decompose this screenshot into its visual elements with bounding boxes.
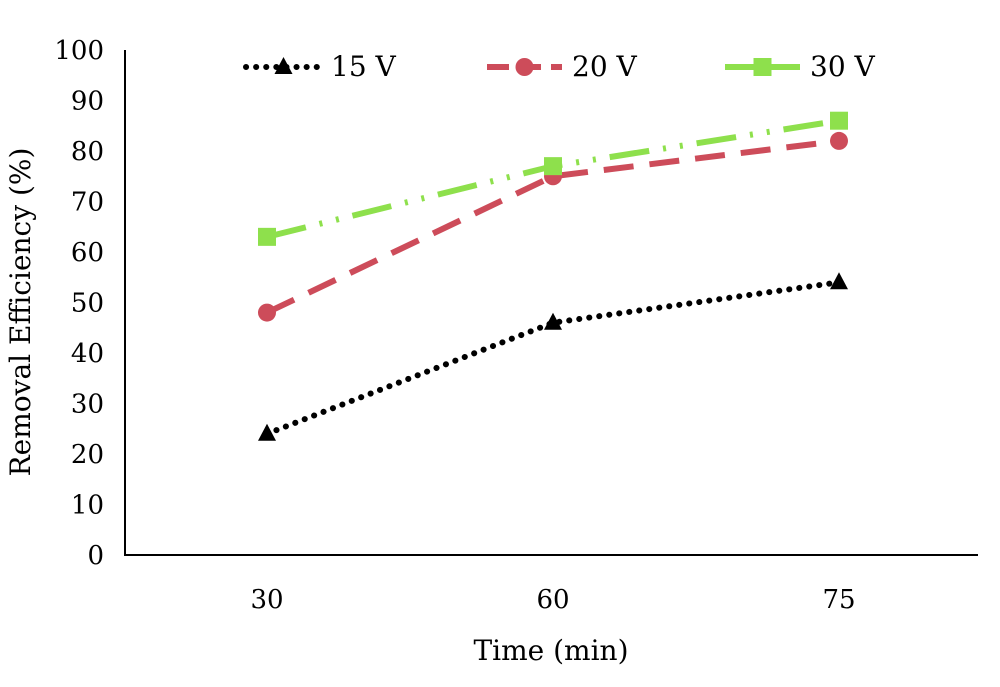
legend-item: 30 V (725, 50, 876, 83)
y-axis-title: Removal Efficiency (%) (4, 148, 37, 477)
x-tick-label: 60 (536, 585, 569, 615)
series-line (264, 279, 842, 437)
data-point (274, 57, 293, 74)
series-lines (258, 111, 848, 441)
x-axis-title: Time (min) (473, 634, 628, 667)
y-tick-label: 70 (71, 188, 104, 218)
data-point (544, 157, 562, 176)
data-point (258, 303, 276, 322)
y-tick-label: 20 (71, 440, 104, 470)
data-point (515, 58, 534, 76)
x-tick-label: 75 (822, 585, 855, 615)
y-tick-label: 10 (71, 491, 104, 521)
y-tick-labels: 0 10 20 30 40 50 60 70 80 90 100 (54, 36, 104, 571)
series-0 (258, 272, 848, 441)
data-point (830, 131, 848, 150)
legend-label: 20 V (572, 50, 638, 83)
x-tick-labels: 30 60 75 (250, 585, 855, 615)
data-point (830, 272, 848, 290)
legend-label: 15 V (331, 50, 397, 83)
data-point (258, 423, 276, 441)
y-tick-label: 100 (54, 36, 104, 66)
y-tick-label: 0 (87, 541, 104, 571)
legend-label: 30 V (810, 50, 876, 83)
axes (124, 50, 978, 556)
x-tick-label: 30 (250, 585, 283, 615)
y-tick-label: 80 (71, 137, 104, 167)
series-line (265, 137, 840, 316)
y-tick-label: 90 (71, 87, 104, 117)
series-2 (258, 111, 848, 246)
legend-item: 15 V (243, 50, 397, 83)
y-tick-label: 30 (71, 390, 104, 420)
y-tick-label: 60 (71, 238, 104, 268)
data-point (830, 111, 848, 130)
legend-item: 20 V (487, 50, 638, 83)
data-point (258, 227, 276, 246)
data-point (544, 312, 562, 330)
legend: 15 V 20 V 30 V (243, 50, 876, 83)
data-point (753, 58, 772, 76)
y-tick-label: 40 (71, 339, 104, 369)
y-tick-label: 50 (71, 289, 104, 319)
